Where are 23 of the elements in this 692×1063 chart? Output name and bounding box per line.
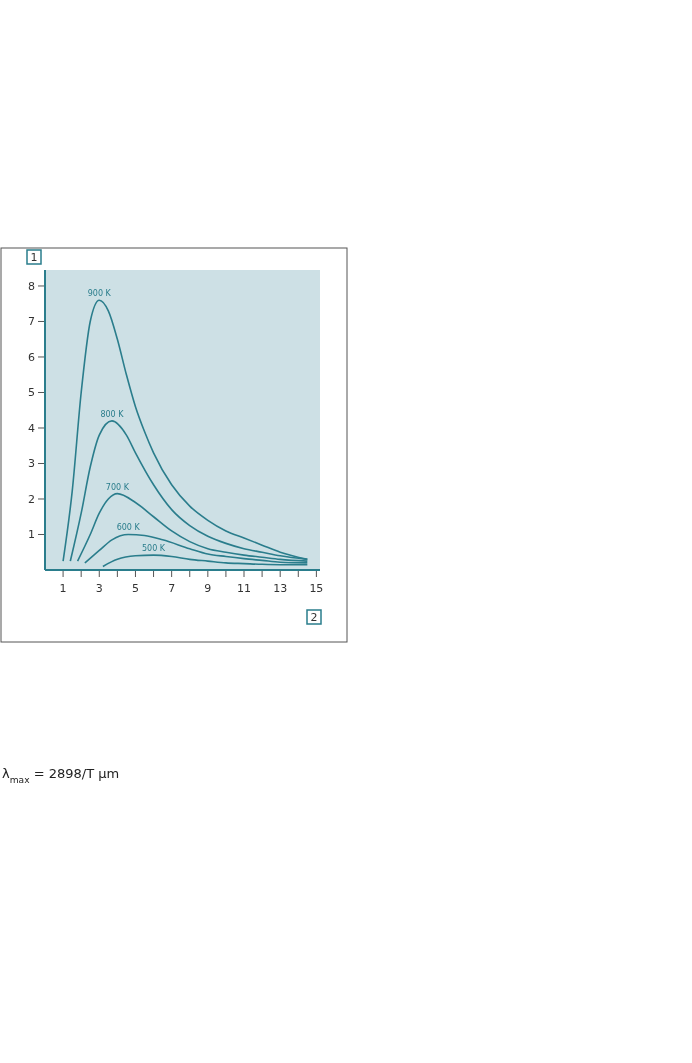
y-tick-label: 7 (28, 315, 35, 329)
x-tick-label: 1 (59, 582, 67, 595)
y-tick-label: 3 (28, 457, 35, 471)
y-tick-label: 8 (28, 279, 35, 293)
y-tick-label: 5 (28, 386, 35, 400)
series-label: 700 K (105, 482, 130, 492)
x-tick-label: 3 (95, 582, 103, 595)
y-tick-label: 4 (28, 421, 35, 435)
y-tick-label: 2 (28, 492, 35, 506)
series-label: 800 K (100, 409, 125, 419)
y-tick-label: 6 (28, 350, 35, 364)
x-axis-title: 2 (310, 611, 318, 624)
x-tick-label: 5 (131, 582, 139, 595)
series-label: 500 K (142, 544, 166, 554)
x-tick-label: 15 (309, 582, 324, 595)
series-label: 900 K (87, 289, 112, 299)
x-tick-label: 9 (204, 582, 212, 595)
x-tick-label: 11 (237, 582, 252, 595)
x-tick-label: 13 (273, 582, 288, 595)
text: λ$_{max}$ = 2898/T μm (2, 766, 120, 785)
y-tick-label: 1 (28, 528, 35, 542)
x-tick-label: 7 (168, 582, 176, 595)
series-label: 600 K (116, 523, 141, 533)
